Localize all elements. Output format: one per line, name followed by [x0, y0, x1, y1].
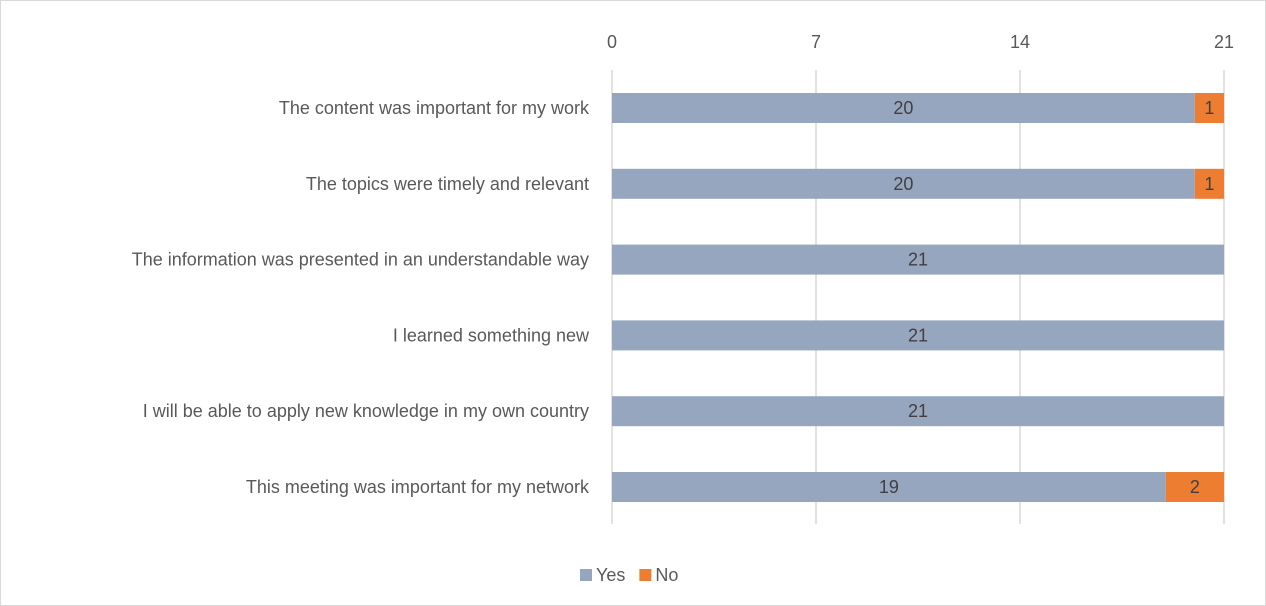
category-labels: The content was important for my work The… [132, 98, 590, 497]
category-label: I will be able to apply new knowledge in… [143, 401, 589, 421]
bar-yes-4 [612, 396, 1224, 427]
legend-label-no: No [655, 565, 678, 585]
data-labels: 20 1 20 1 21 21 21 19 2 [879, 98, 1215, 497]
data-label-yes: 21 [908, 401, 928, 421]
data-label-yes: 21 [908, 325, 928, 345]
bar-yes-1 [612, 168, 1195, 199]
bar-no-5 [1165, 472, 1224, 502]
data-label-yes: 21 [908, 250, 928, 270]
x-tick-label: 21 [1214, 32, 1234, 52]
legend: Yes No [580, 565, 678, 585]
legend-swatch-no [639, 569, 652, 581]
category-label: This meeting was important for my networ… [246, 477, 590, 497]
x-axis-ticks: 0 7 14 21 [607, 32, 1234, 52]
category-label: The topics were timely and relevant [306, 174, 589, 194]
x-tick-label: 7 [811, 32, 821, 52]
data-label-no: 1 [1204, 98, 1214, 118]
legend-swatch-yes [580, 569, 592, 581]
gridlines [611, 70, 1225, 524]
category-label: The information was presented in an unde… [132, 250, 589, 270]
data-label-yes: 20 [893, 98, 913, 118]
x-tick-label: 0 [607, 32, 617, 52]
category-label: I learned something new [393, 325, 590, 345]
data-label-no: 1 [1204, 174, 1214, 194]
bar-no-1 [1194, 168, 1224, 199]
bar-yes-3 [612, 320, 1224, 351]
bar-yes-0 [612, 93, 1195, 123]
bar-yes-5 [612, 472, 1166, 502]
legend-label-yes: Yes [596, 565, 625, 585]
x-tick-label: 14 [1010, 32, 1030, 52]
bars [612, 93, 1224, 502]
category-label: The content was important for my work [279, 98, 590, 118]
data-label-yes: 19 [879, 477, 899, 497]
data-label-no: 2 [1190, 477, 1200, 497]
bar-yes-2 [612, 244, 1224, 275]
bar-no-0 [1194, 93, 1224, 123]
data-label-yes: 20 [893, 174, 913, 194]
